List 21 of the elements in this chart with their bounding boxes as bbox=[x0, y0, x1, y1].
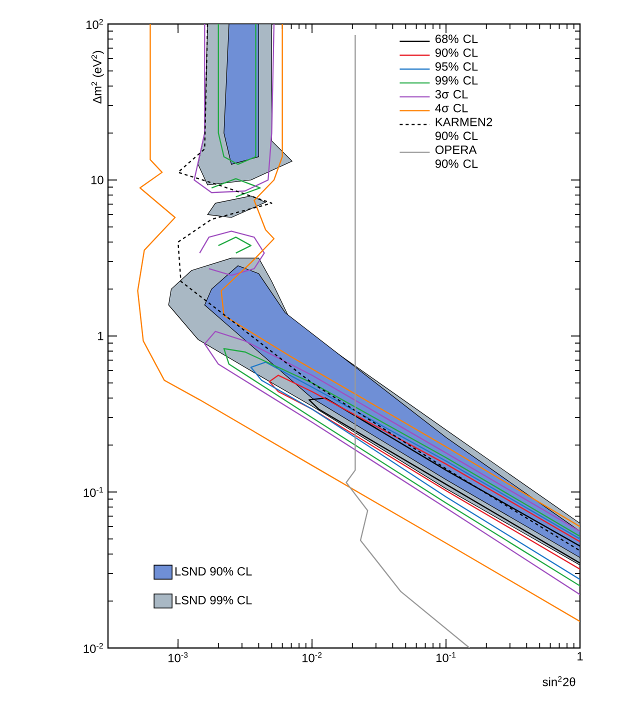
y-tick-label: 1 bbox=[98, 332, 104, 340]
legend-label: 4σ CL bbox=[435, 104, 468, 112]
legend-label: 90% CL bbox=[435, 48, 478, 57]
x-axis-title: sin$^{2}$2θ bbox=[542, 676, 576, 686]
y-tick-label: 10$^{2}$ bbox=[86, 18, 103, 29]
y-tick-label: 10$^{-1}$ bbox=[84, 487, 103, 497]
legend-label: 3σ CL bbox=[435, 90, 468, 98]
x-tick-label: 1 bbox=[578, 652, 583, 660]
y-tick-label: 10 bbox=[91, 176, 104, 184]
x-tick-label: 10$^{-3}$ bbox=[168, 652, 188, 662]
legend-label: 99% CL bbox=[435, 76, 478, 85]
legend-label: OPERA 90% CL bbox=[435, 146, 478, 168]
legend-label: 68% CL bbox=[436, 34, 478, 44]
legend-label: 95% CL bbox=[435, 62, 478, 71]
x-tick-label: 10$^{-1}$ bbox=[436, 652, 456, 662]
legend-label: LSND 99% CL bbox=[175, 596, 252, 604]
legend-label: KARMEN2 90% CL bbox=[435, 118, 492, 140]
y-axis-title: Δm$^{2}$ (eV$^{2}$) bbox=[91, 50, 104, 104]
legend-label: LSND 90% CL bbox=[175, 567, 252, 576]
x-tick-label: 10$^{-2}$ bbox=[302, 652, 322, 662]
y-tick-label: 10$^{-2}$ bbox=[84, 642, 103, 653]
